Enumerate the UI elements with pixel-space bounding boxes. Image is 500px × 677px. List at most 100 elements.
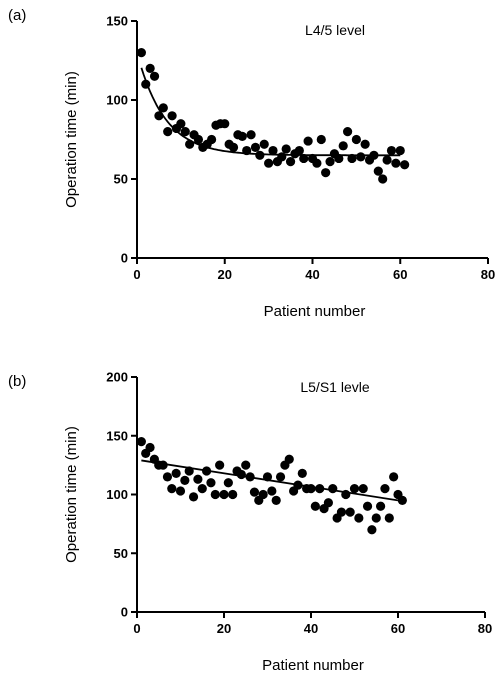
- data-point: [185, 139, 195, 149]
- x-tick-label: 20: [218, 267, 232, 282]
- x-tick-label: 80: [478, 621, 492, 636]
- data-point: [380, 484, 390, 494]
- annotation-label: L5/S1 levle: [300, 379, 369, 395]
- x-tick-label: 80: [481, 267, 495, 282]
- data-point: [382, 155, 392, 165]
- y-tick-label: 0: [121, 251, 128, 266]
- data-point: [306, 484, 316, 494]
- data-point: [341, 489, 351, 500]
- data-point: [141, 79, 151, 89]
- y-tick-label: 0: [121, 605, 128, 620]
- data-point: [136, 48, 146, 58]
- x-tick-label: 60: [393, 267, 407, 282]
- y-tick-label: 150: [106, 428, 128, 443]
- data-point: [351, 134, 361, 145]
- y-tick-label: 200: [106, 370, 128, 385]
- y-tick-label: 50: [114, 546, 128, 561]
- data-point: [345, 507, 355, 517]
- data-point: [271, 495, 281, 505]
- data-point: [369, 150, 379, 160]
- data-point: [255, 150, 265, 160]
- data-point: [367, 525, 377, 535]
- data-point: [210, 489, 220, 500]
- data-point: [389, 472, 399, 482]
- data-point: [312, 158, 322, 168]
- panel-a-chart: (a) L4/5 level 0 50 100 150 0 20 40 60 80 Patient n…: [8, 7, 495, 320]
- y-axis-title: Operation time (min): [63, 71, 80, 208]
- data-point: [310, 501, 320, 511]
- x-tick-label: 40: [304, 621, 318, 636]
- data-point: [154, 111, 164, 121]
- y-tick-label: 100: [106, 93, 128, 108]
- data-point: [176, 119, 186, 129]
- x-tick-label: 40: [305, 267, 319, 282]
- data-point: [323, 498, 333, 508]
- data-point: [262, 472, 273, 482]
- data-point: [180, 475, 190, 485]
- data-point: [391, 158, 401, 168]
- y-axis-title: Operation time (min): [63, 426, 80, 563]
- data-point: [175, 486, 186, 496]
- data-point: [275, 472, 286, 482]
- data-point: [149, 71, 160, 81]
- data-point: [246, 130, 256, 140]
- y-tick-label: 100: [106, 487, 128, 502]
- data-point: [303, 136, 313, 146]
- data-point: [197, 484, 207, 494]
- data-point: [245, 472, 255, 482]
- data-point: [315, 484, 325, 494]
- data-point: [193, 474, 203, 484]
- data-point: [299, 153, 309, 164]
- data-point: [167, 484, 177, 494]
- data-point: [376, 501, 386, 511]
- data-point: [163, 127, 173, 137]
- data-point: [358, 484, 368, 494]
- data-point: [354, 513, 364, 523]
- data-point: [343, 127, 353, 137]
- data-point: [336, 507, 347, 517]
- data-point: [356, 152, 366, 162]
- data-point: [158, 460, 168, 470]
- data-point: [228, 142, 239, 152]
- data-point: [297, 468, 307, 478]
- data-point: [334, 153, 344, 164]
- data-point: [285, 157, 296, 167]
- data-point: [321, 168, 331, 178]
- data-point: [188, 492, 199, 502]
- annotation-label: L4/5 level: [305, 22, 365, 38]
- data-point: [228, 489, 238, 500]
- data-point: [384, 513, 394, 523]
- data-point: [136, 437, 146, 447]
- data-point: [193, 134, 204, 145]
- data-point: [267, 486, 277, 496]
- data-point: [378, 174, 388, 184]
- data-point: [277, 152, 287, 162]
- data-point: [397, 495, 407, 505]
- data-point: [400, 160, 410, 170]
- data-point: [162, 472, 173, 482]
- x-tick-label: 60: [391, 621, 405, 636]
- data-point: [371, 513, 381, 523]
- x-axis-title: Patient number: [264, 303, 366, 320]
- data-point: [236, 469, 246, 480]
- data-point: [360, 139, 370, 149]
- panel-label: (b): [8, 373, 26, 390]
- panel-label: (a): [8, 7, 26, 24]
- data-point: [316, 134, 326, 145]
- data-point: [284, 454, 294, 464]
- data-point: [206, 478, 216, 488]
- data-point: [395, 145, 405, 156]
- panel-b-chart: (b) L5/S1 levle 0 50 100 150 200 0 20 40 60 80 Patie…: [8, 370, 492, 675]
- data-point: [386, 145, 397, 156]
- y-tick-label: 150: [106, 14, 128, 29]
- data-point: [281, 144, 291, 154]
- data-point: [258, 489, 268, 500]
- data-point: [223, 478, 233, 488]
- data-point: [347, 153, 357, 164]
- data-point: [328, 484, 338, 494]
- data-point: [215, 460, 225, 470]
- data-point: [220, 119, 230, 129]
- data-point: [259, 139, 269, 149]
- data-point: [250, 142, 261, 152]
